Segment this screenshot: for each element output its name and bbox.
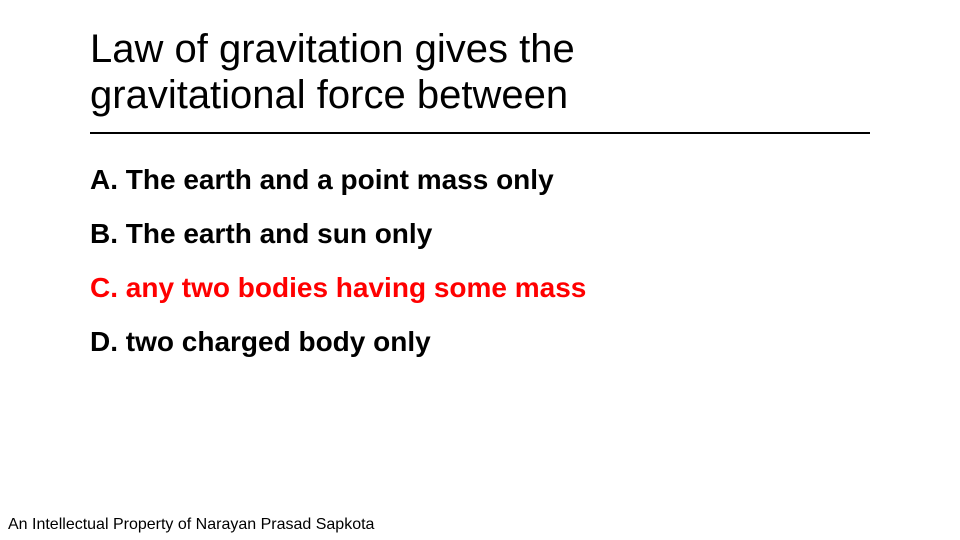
option-a: A. The earth and a point mass only <box>90 164 960 196</box>
footer-text: An Intellectual Property of Narayan Pras… <box>0 510 960 540</box>
option-c: C. any two bodies having some mass <box>90 272 960 304</box>
option-d: D. two charged body only <box>90 326 960 358</box>
slide: Law of gravitation gives the gravitation… <box>0 0 960 540</box>
option-b: B. The earth and sun only <box>90 218 960 250</box>
slide-title: Law of gravitation gives the gravitation… <box>90 26 870 134</box>
options-list: A. The earth and a point mass only B. Th… <box>90 164 960 358</box>
